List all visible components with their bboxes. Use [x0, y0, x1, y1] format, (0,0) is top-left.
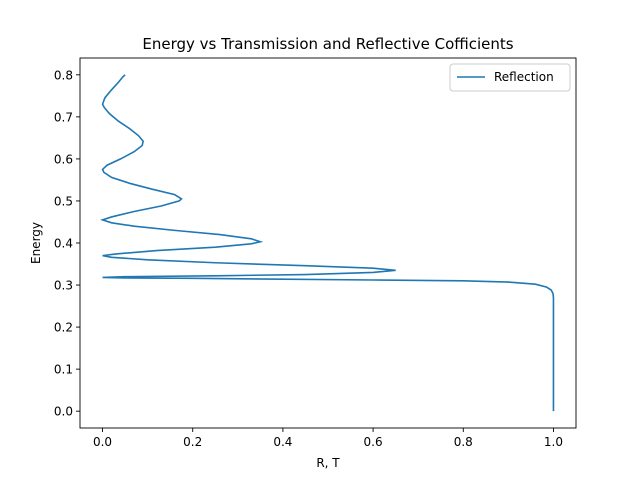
y-tick-label: 0.3	[54, 279, 73, 293]
y-tick-label: 0.5	[54, 194, 73, 208]
y-axis: 0.0 0.1 0.2 0.3 0.4 0.5 0.6 0.7 0.8	[54, 68, 80, 419]
y-tick-label: 0.2	[54, 321, 73, 335]
y-tick-label: 0.7	[54, 110, 73, 124]
y-tick-label: 0.6	[54, 152, 73, 166]
legend-box	[449, 63, 571, 92]
x-tick-label: 1.0	[544, 435, 563, 449]
y-tick-label: 0.4	[54, 237, 73, 251]
x-tick-label: 0.4	[273, 435, 292, 449]
x-tick-label: 0.0	[93, 435, 112, 449]
y-axis-label: Energy	[29, 222, 43, 264]
x-tick-label: 0.2	[183, 435, 202, 449]
x-axis-label: R, T	[316, 456, 340, 470]
legend-label-reflection: Reflection	[494, 70, 554, 84]
x-axis: 0.0 0.2 0.4 0.6 0.8 1.0	[93, 428, 563, 449]
x-tick-label: 0.8	[454, 435, 473, 449]
legend: Reflection	[449, 63, 571, 92]
y-tick-label: 0.0	[54, 405, 73, 419]
series-line-reflection	[99, 74, 555, 412]
y-tick-label: 0.8	[54, 68, 73, 82]
x-tick-label: 0.6	[364, 435, 383, 449]
chart-title: Energy vs Transmission and Reflective Co…	[142, 35, 513, 53]
y-tick-label: 0.1	[54, 363, 73, 377]
